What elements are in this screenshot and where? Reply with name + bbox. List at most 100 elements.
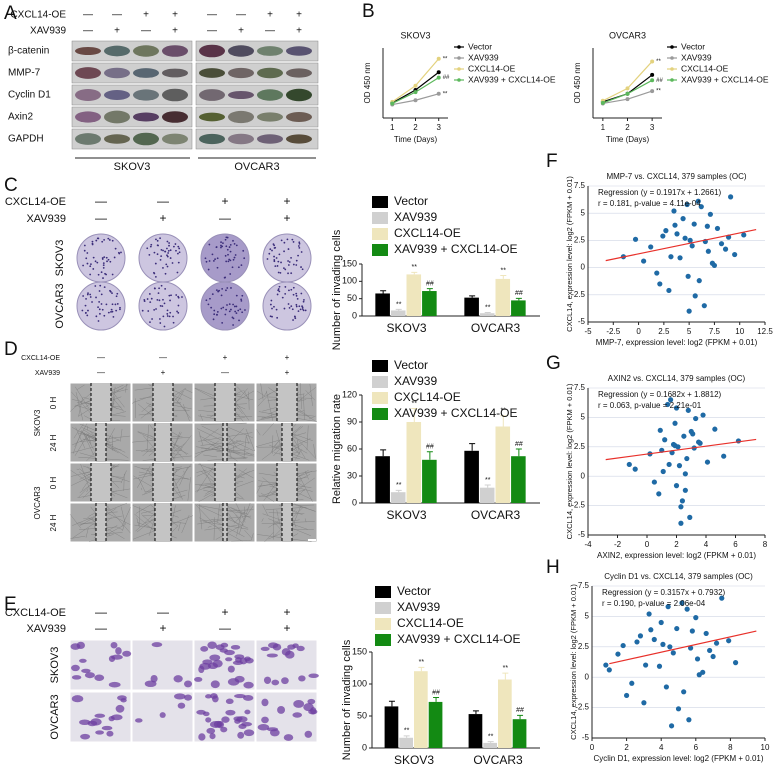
point <box>672 420 678 426</box>
blot-band <box>104 89 130 101</box>
treatment-mark: + <box>172 10 178 21</box>
point <box>648 627 654 633</box>
point <box>603 662 609 668</box>
cell-dot <box>166 254 168 257</box>
error-bar <box>433 696 440 702</box>
cell-dot <box>174 243 177 245</box>
cell-dot <box>300 251 303 253</box>
blot-band <box>133 68 159 78</box>
cell-dot <box>225 245 228 248</box>
cell-dot <box>281 296 284 299</box>
treatment-mark: + <box>283 605 290 619</box>
cell-dot <box>111 303 114 306</box>
chart-title: AXIN2 vs. CXCL14, 379 samples (OC) <box>608 374 746 383</box>
texture <box>72 429 83 454</box>
x-tick-label: 10 <box>761 743 770 752</box>
treatment-mark: + <box>285 368 290 377</box>
texture <box>184 388 193 393</box>
stained-cell <box>237 731 245 739</box>
significance: ** <box>485 477 491 484</box>
x-tick-label: -2.5 <box>606 327 620 336</box>
stained-cell <box>243 681 254 689</box>
chart-title: SKOV3 <box>400 30 430 40</box>
significance: ## <box>426 444 434 451</box>
bar <box>512 719 527 748</box>
point <box>696 278 702 284</box>
bar <box>495 426 511 503</box>
cell-dot <box>298 241 301 244</box>
cell-dot <box>85 297 87 300</box>
bar <box>414 671 428 748</box>
cell-dot <box>287 248 290 250</box>
legend-label: CXCL14-OE <box>394 226 461 240</box>
texture <box>304 518 307 523</box>
point <box>656 663 663 669</box>
cell-dot <box>166 313 169 315</box>
time-label: 0 H <box>49 397 58 410</box>
texture <box>268 533 282 540</box>
cell-dot <box>225 236 228 239</box>
cell-dot <box>226 287 229 289</box>
treatment-mark: — <box>221 368 229 377</box>
x-tick-label: 7.5 <box>709 327 721 336</box>
point <box>620 642 626 649</box>
cell-dot <box>177 304 180 307</box>
texture <box>78 397 83 417</box>
y-axis-label: CXCL14, expression level: log2 (FPKM + 0… <box>565 383 574 539</box>
treatment-mark: + <box>283 194 290 208</box>
regression-text: Regression (y = 0.1917x + 1.2661) <box>598 188 722 197</box>
legend-label: Vector <box>468 41 492 51</box>
stained-cell <box>108 681 121 688</box>
point <box>705 248 711 254</box>
significance: ** <box>419 659 425 666</box>
cell-dot <box>297 310 300 313</box>
cell-dot <box>103 286 106 289</box>
texture <box>75 427 86 449</box>
stained-cell <box>84 672 95 679</box>
point <box>651 479 657 485</box>
cell-dot <box>207 303 210 306</box>
blot-band <box>228 133 254 145</box>
texture <box>122 523 125 532</box>
stained-cell <box>308 673 319 679</box>
treatment-mark: — <box>236 10 246 21</box>
point <box>413 83 418 88</box>
stained-cell <box>215 644 225 651</box>
error-bar <box>484 484 491 488</box>
stained-cell <box>243 729 255 737</box>
cell-dot <box>169 249 172 252</box>
cell-dot <box>304 309 307 312</box>
treatment-label: XAV939 <box>30 26 66 37</box>
cell-dot <box>291 238 294 241</box>
legend-label: XAV939 <box>468 52 499 62</box>
blot-band <box>257 89 283 101</box>
cell-dot <box>168 242 170 244</box>
cell-dot <box>225 289 227 292</box>
cell-dot <box>148 293 151 295</box>
point <box>625 97 630 102</box>
texture <box>135 513 156 532</box>
cell-dot <box>119 306 121 309</box>
stained-cell <box>261 716 269 724</box>
cell-dot <box>168 294 171 297</box>
cell-dot <box>205 260 208 263</box>
protein-label: Axin2 <box>8 112 33 123</box>
cell-dot <box>232 324 235 326</box>
cell-dot <box>164 250 167 253</box>
significance: ## <box>515 290 523 297</box>
texture <box>187 477 191 501</box>
stained-cell <box>304 730 313 738</box>
cell-dot <box>111 292 113 294</box>
cell-dot <box>230 308 232 311</box>
cell-dot <box>283 250 285 253</box>
cell-dot <box>240 264 243 267</box>
cell-dot <box>212 260 215 262</box>
point <box>646 611 652 617</box>
cell-dot <box>99 284 102 287</box>
cell-dot <box>91 240 94 243</box>
stained-cell <box>220 726 228 733</box>
treatment-mark: — <box>83 10 93 21</box>
scratch-gap <box>223 423 227 462</box>
cell-dot <box>87 309 89 312</box>
stained-cell <box>207 662 219 669</box>
